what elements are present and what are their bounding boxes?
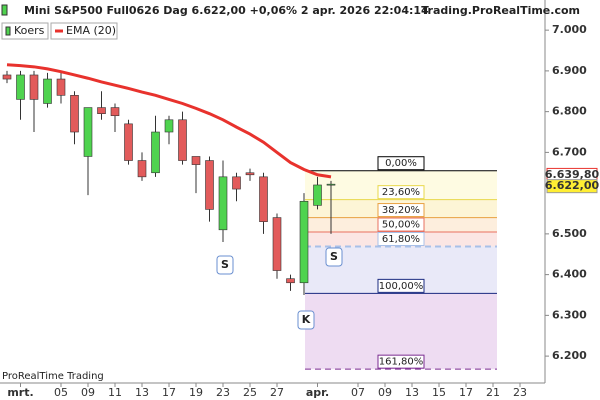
x-tick-label: 09 <box>378 386 392 399</box>
fib-label: 38,20% <box>382 205 420 216</box>
chart-title: Mini S&P500 Full0626 Dag 6.622,00 +0,06%… <box>24 4 429 17</box>
fib-label: 50,00% <box>382 220 420 231</box>
x-tick-label: 27 <box>270 386 284 399</box>
fib-label-box <box>377 156 425 171</box>
y-tick-label: 6.900 <box>552 64 587 77</box>
fib-label-box <box>377 354 425 369</box>
x-tick-label: 07 <box>351 386 365 399</box>
annotation-text: K <box>302 313 311 326</box>
candle-body <box>299 200 309 284</box>
fib-label: 61,80% <box>382 234 420 245</box>
candle-body <box>232 176 241 190</box>
candle-body <box>191 156 201 165</box>
x-tick-label: 17 <box>162 386 176 399</box>
fib-label: 23,60% <box>382 187 420 198</box>
y-tick-label: 6.300 <box>552 308 587 321</box>
fib-label: 100,00% <box>379 281 424 292</box>
candle-body <box>16 74 25 100</box>
annotation-box <box>216 255 234 275</box>
fib-label: 161,80% <box>379 357 424 368</box>
fib-label-box <box>377 217 425 232</box>
x-tick-label: apr. <box>306 386 329 399</box>
candle-body <box>110 107 120 117</box>
candle-body <box>245 172 255 176</box>
candle-body <box>70 95 79 133</box>
fib-label-box <box>377 278 425 293</box>
x-tick-label: 23 <box>216 386 230 399</box>
x-tick-label: 11 <box>108 386 122 399</box>
x-tick-label: 09 <box>81 386 95 399</box>
candle-body <box>56 78 66 96</box>
y-tick-label: 6.800 <box>552 105 587 118</box>
candle-body <box>205 160 214 210</box>
source: Trading.ProRealTime.com <box>421 4 580 17</box>
annotation-box <box>325 247 343 267</box>
candle-body <box>43 78 52 104</box>
candle-body <box>164 119 174 133</box>
x-tick-label: 19 <box>189 386 203 399</box>
annotation-text: S <box>221 258 229 271</box>
fib-label: 0,00% <box>385 158 417 169</box>
fib-label-box <box>377 203 425 218</box>
candle-body <box>83 107 93 157</box>
x-tick-label: 13 <box>405 386 419 399</box>
legend-label: EMA (20) <box>66 24 116 37</box>
annotation-text: S <box>330 250 338 263</box>
legend-label: Koers <box>14 24 45 37</box>
candle-body <box>218 176 228 231</box>
footer: ProRealTime Trading <box>2 371 104 382</box>
x-tick-label: 21 <box>486 386 500 399</box>
fib-label-box <box>377 232 425 247</box>
candle-body <box>313 184 322 206</box>
x-tick-label: 15 <box>432 386 446 399</box>
x-tick-label: 13 <box>135 386 149 399</box>
candle-body <box>259 176 268 222</box>
candle-body <box>2 74 12 80</box>
y-tick-label: 7.000 <box>552 23 587 36</box>
title-icon <box>1 4 8 16</box>
candle-body <box>286 278 295 284</box>
y-tick-label: 6.400 <box>552 268 587 281</box>
annotation-box <box>297 310 315 330</box>
x-tick-label: mrt. <box>7 386 33 399</box>
candle-body <box>137 160 147 178</box>
y-tick-label: 6.700 <box>552 145 587 158</box>
price-tag-label: 6.622,00 <box>545 179 600 192</box>
y-tick-label: 6.200 <box>552 349 587 362</box>
candle-body <box>326 183 336 186</box>
y-tick-label: 6.500 <box>552 227 587 240</box>
legend-box <box>50 22 118 40</box>
price-tag <box>546 179 598 194</box>
plot-area: 0,00% 23,60% 38,20% 50,00% 61,80% 100,00% 161,… <box>2 63 497 370</box>
candle-body <box>29 74 39 100</box>
x-tick-label: 23 <box>513 386 527 399</box>
x-tick-label: 25 <box>243 386 257 399</box>
candle-body <box>151 131 160 174</box>
fib-label-box <box>377 185 425 200</box>
legend-icon <box>5 26 11 36</box>
x-tick-label: 17 <box>459 386 473 399</box>
candle-body <box>124 123 133 161</box>
candle-body <box>272 217 282 271</box>
legend-box <box>1 22 49 40</box>
x-tick-label: 05 <box>54 386 68 399</box>
ema-line <box>6 63 332 179</box>
price-tag-label: 6.639,80 <box>545 168 600 181</box>
candle-body <box>178 119 187 161</box>
candle-body <box>97 107 106 114</box>
annotation: S S K <box>216 247 343 330</box>
